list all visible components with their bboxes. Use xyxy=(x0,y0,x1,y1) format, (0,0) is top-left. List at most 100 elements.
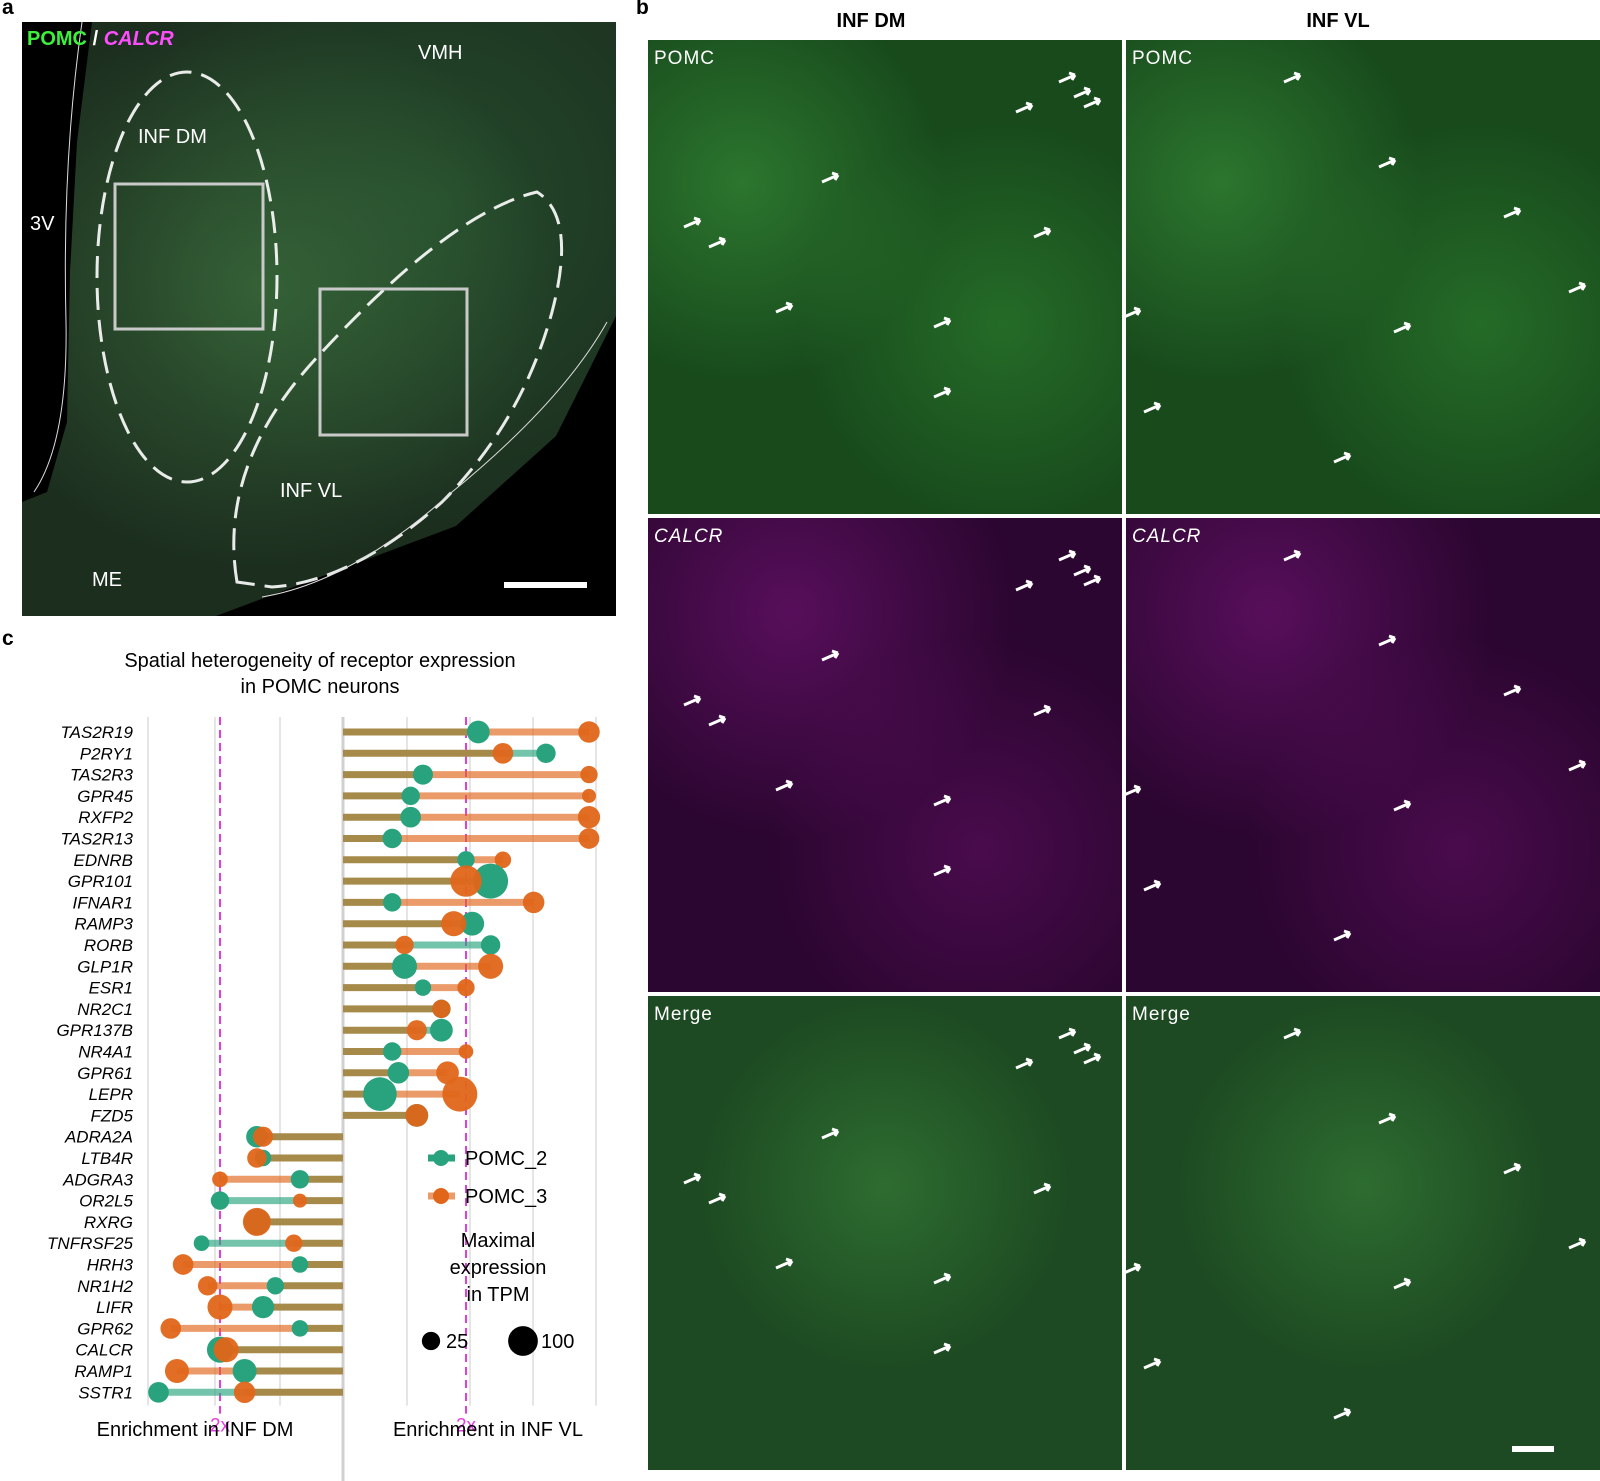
gene-label: GPR61 xyxy=(77,1064,133,1083)
pomc3-point xyxy=(285,1234,303,1252)
pomc2-point xyxy=(291,1320,309,1337)
pomc2-point xyxy=(473,863,509,899)
column-title-inf-vl: INF VL xyxy=(1306,10,1370,32)
legend-point-pomc3 xyxy=(433,1188,449,1204)
pomc3-point xyxy=(458,1044,474,1059)
pomc3-point xyxy=(494,851,512,869)
gene-label: NR1H2 xyxy=(77,1277,133,1296)
pomc3-point xyxy=(578,828,600,849)
image-label-pomc: POMC xyxy=(1132,48,1193,69)
micrograph-merge-inf-vl: Merge xyxy=(1126,996,1600,1470)
size-legend-label-large: 100 xyxy=(541,1331,574,1353)
panel-a-title: POMC / CALCR xyxy=(27,28,174,51)
pomc2-point xyxy=(460,911,485,936)
pomc3-point xyxy=(207,1294,233,1320)
pomc2-point xyxy=(466,720,490,744)
inset-box-inf-vl xyxy=(318,287,469,437)
gene-label: LEPR xyxy=(89,1085,133,1104)
pomc2-point xyxy=(232,1359,257,1383)
panel-label-a: a xyxy=(2,0,14,19)
column-title-inf-dm: INF DM xyxy=(836,10,906,32)
pomc2-point xyxy=(363,1077,397,1111)
pomc2-point xyxy=(290,1170,310,1189)
pomc2-point xyxy=(430,1018,453,1042)
size-legend-title: expression xyxy=(450,1257,547,1279)
pomc2-point xyxy=(291,1256,309,1273)
gene-label: LTB4R xyxy=(81,1149,133,1168)
chart-title-line-2: in POMC neurons xyxy=(240,676,400,698)
pomc3-point xyxy=(581,788,597,803)
size-legend-label-small: 25 xyxy=(446,1331,468,1353)
size-legend-circle-small xyxy=(421,1331,441,1351)
gene-label: HRH3 xyxy=(87,1256,134,1275)
ventricle-edge xyxy=(33,22,83,493)
pomc3-point xyxy=(212,1171,228,1188)
pomc2-point xyxy=(414,979,432,996)
x-axis-label-dm: Enrichment in INF DM xyxy=(97,1419,294,1441)
micrograph-pomc-inf-vl: POMC xyxy=(1126,40,1600,514)
pomc3-point xyxy=(242,1207,271,1236)
gene-label: TNFRSF25 xyxy=(47,1234,134,1253)
gene-label: NR4A1 xyxy=(78,1043,133,1062)
panel-a-micrograph: POMC / CALCR VMH INF DM 3V INF VL ME xyxy=(22,22,616,616)
image-label-calcr: CALCR xyxy=(654,526,724,547)
region-label-inf-vl: INF VL xyxy=(280,480,343,502)
pomc2-point xyxy=(251,1295,275,1319)
pomc3-point xyxy=(172,1254,194,1275)
pomc2-point xyxy=(382,1042,402,1061)
pomc3-point xyxy=(213,1337,239,1363)
gene-label: GPR62 xyxy=(77,1319,133,1338)
pomc2-point xyxy=(382,828,402,849)
pomc3-point xyxy=(478,953,504,979)
gene-label: OR2L5 xyxy=(79,1192,133,1211)
image-label-pomc: POMC xyxy=(654,48,715,69)
pomc3-point xyxy=(457,978,475,997)
scale-bar-b xyxy=(1512,1446,1554,1452)
chart-title: Spatial heterogeneity of receptor expres… xyxy=(40,648,600,700)
pomc2-point xyxy=(457,851,475,869)
pomc3-point xyxy=(292,1193,307,1208)
pomc3-point xyxy=(164,1359,189,1383)
pomc3-point xyxy=(492,742,514,764)
panel-label-b: b xyxy=(636,0,649,19)
size-legend-circle-large xyxy=(508,1326,538,1356)
title-separator: / xyxy=(92,28,99,50)
pomc2-point xyxy=(400,806,421,828)
pomc3-point xyxy=(247,1148,267,1168)
gene-label: TAS2R3 xyxy=(70,766,134,785)
legend-label-pomc3: POMC_3 xyxy=(465,1186,547,1208)
pomc2-point xyxy=(391,953,418,979)
pomc2-point xyxy=(480,935,501,955)
gene-label: GPR137B xyxy=(56,1021,133,1040)
pomc2-point xyxy=(193,1235,210,1252)
gene-label: TAS2R13 xyxy=(61,830,134,849)
micrograph-calcr-inf-vl: CALCR xyxy=(1126,518,1600,992)
gene-label: ADRA2A xyxy=(64,1128,133,1147)
pomc3-point xyxy=(197,1276,218,1296)
pomc3-point xyxy=(160,1318,182,1339)
gene-label: ADGRA3 xyxy=(62,1170,133,1189)
x-axis-label-vl: Enrichment in INF VL xyxy=(393,1419,583,1441)
gene-label: GPR45 xyxy=(77,787,133,806)
gene-label: LIFR xyxy=(96,1298,133,1317)
pomc-title: POMC xyxy=(27,28,87,50)
pomc3-point xyxy=(405,1104,429,1127)
legend-label-pomc2: POMC_2 xyxy=(465,1148,547,1170)
inset-box-inf-dm xyxy=(113,182,265,331)
gene-label: RAMP1 xyxy=(74,1362,133,1381)
size-legend-title: in TPM xyxy=(467,1284,530,1306)
pomc2-point xyxy=(266,1277,285,1295)
pomc3-point xyxy=(432,999,451,1019)
gene-label: RORB xyxy=(84,936,133,955)
gene-label: SSTR1 xyxy=(78,1383,133,1402)
pomc2-point xyxy=(387,1062,410,1084)
gene-label: RXRG xyxy=(84,1213,133,1232)
inf-vl-outline xyxy=(232,190,564,589)
pomc2-point xyxy=(148,1381,169,1403)
pomc3-point xyxy=(406,1020,427,1041)
gene-label: CALCR xyxy=(75,1341,133,1360)
dumbbell-chart: 2x 2x TAS2R19 P2RY1 TAS2R3 GPR45 RXFP2 TAS2R13 E… xyxy=(47,717,601,1481)
chart-title-line-1: Spatial heterogeneity of receptor expres… xyxy=(124,650,516,672)
region-label-vmh: VMH xyxy=(418,42,463,64)
gene-label: RAMP3 xyxy=(74,915,133,934)
